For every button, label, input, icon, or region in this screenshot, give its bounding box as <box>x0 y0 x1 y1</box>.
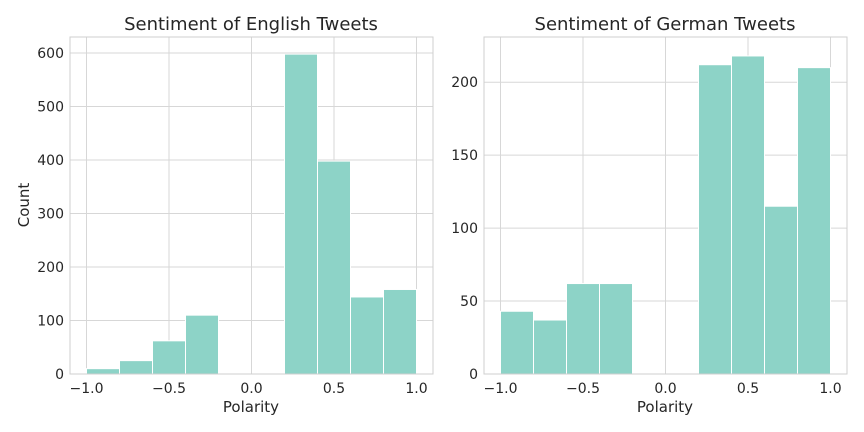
german-chart-title: Sentiment of German Tweets <box>535 14 796 35</box>
german-y-ticks: 0 50 100 150 200 <box>451 75 478 383</box>
english-x-tick-label: 1.0 <box>405 381 427 397</box>
english-plot-frame <box>69 36 434 375</box>
english-y-tick-label: 600 <box>37 46 64 62</box>
german-histogram-bar <box>533 319 567 375</box>
english-x-ticks: −1.0 −0.5 0.0 0.5 1.0 <box>70 381 428 397</box>
german-x-ticks: −1.0 −0.5 0.0 0.5 1.0 <box>484 381 842 397</box>
english-y-tick-label: 100 <box>37 314 64 330</box>
german-x-axis-label: Polarity <box>637 398 693 416</box>
german-y-tick-label: 0 <box>469 367 478 383</box>
english-histogram-bar <box>383 288 417 375</box>
german-bars <box>500 55 831 375</box>
german-plot-frame <box>483 36 848 375</box>
english-histogram-bar <box>317 160 351 375</box>
german-histogram-bar <box>731 55 765 375</box>
english-histogram-bar <box>350 296 384 375</box>
english-x-tick-label: −0.5 <box>152 381 186 397</box>
german-x-tick-label: 0.5 <box>737 381 759 397</box>
english-histogram-bar <box>152 340 186 375</box>
english-histogram-bar <box>86 368 120 375</box>
german-histogram-bar <box>566 283 600 375</box>
english-chart-title: Sentiment of English Tweets <box>124 14 378 35</box>
english-y-ticks: 0 100 200 300 400 500 600 <box>37 46 64 383</box>
german-histogram-bar <box>500 310 534 375</box>
english-bars <box>86 53 417 375</box>
german-x-tick-label: −0.5 <box>566 381 600 397</box>
english-x-tick-label: 0.5 <box>323 381 345 397</box>
german-histogram-bar <box>599 283 633 375</box>
english-y-axis-label: Count <box>15 183 33 228</box>
german-x-tick-label: 1.0 <box>819 381 841 397</box>
english-x-tick-label: 0.0 <box>240 381 262 397</box>
german-x-tick-label: −1.0 <box>484 381 518 397</box>
german-x-tick-label: 0.0 <box>654 381 676 397</box>
english-sentiment-panel: Sentiment of English Tweets −1.0 −0.5 0.0 0… <box>15 14 434 416</box>
english-y-tick-label: 500 <box>37 100 64 116</box>
german-y-tick-label: 50 <box>460 294 478 310</box>
english-histogram-bar <box>119 360 153 375</box>
english-y-tick-label: 400 <box>37 153 64 169</box>
english-y-tick-label: 200 <box>37 260 64 276</box>
german-y-tick-label: 150 <box>451 148 478 164</box>
german-sentiment-panel: Sentiment of German Tweets −1.0 −0.5 0.0 0.… <box>451 14 848 416</box>
english-x-tick-label: −1.0 <box>70 381 104 397</box>
english-y-tick-label: 0 <box>55 367 64 383</box>
german-histogram-bar <box>764 205 798 375</box>
english-histogram-bar <box>185 314 219 375</box>
german-y-tick-label: 100 <box>451 221 478 237</box>
german-histogram-bar <box>797 67 831 375</box>
english-y-tick-label: 300 <box>37 207 64 223</box>
german-histogram-bar <box>698 64 732 375</box>
german-y-tick-label: 200 <box>451 75 478 91</box>
english-histogram-bar <box>284 53 318 375</box>
english-x-axis-label: Polarity <box>223 398 279 416</box>
